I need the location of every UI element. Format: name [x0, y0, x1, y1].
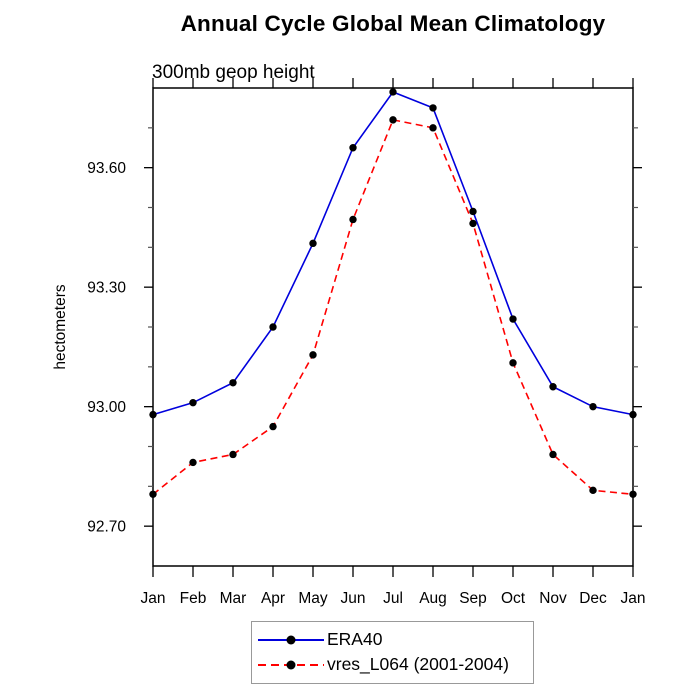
x-tick-label: Jan: [621, 590, 646, 607]
legend-sample-dashed-line: [258, 660, 324, 669]
x-tick-label: Oct: [501, 590, 526, 607]
series-marker-1: [189, 458, 197, 467]
x-tick-label: Sep: [459, 590, 487, 607]
x-tick-label: Feb: [180, 590, 207, 607]
series-marker-0: [189, 398, 197, 407]
series-marker-1: [429, 124, 437, 132]
series-marker-0: [469, 207, 477, 216]
series-marker-0: [389, 88, 397, 96]
series-marker-1: [629, 490, 637, 498]
series-marker-0: [229, 379, 237, 387]
x-tick-label: Jan: [141, 590, 166, 607]
series-marker-0: [149, 410, 157, 419]
legend-row-era40: ERA40: [258, 627, 533, 652]
series-marker-1: [149, 490, 157, 498]
series-marker-1: [309, 351, 317, 359]
marker-dot-icon: [286, 660, 296, 669]
x-tick-label: Apr: [261, 590, 285, 607]
series-marker-1: [549, 450, 557, 459]
legend-box: ERA40 vres_L064 (2001-2004): [251, 621, 534, 684]
series-marker-1: [349, 215, 357, 224]
chart-subtitle: 300mb geop height: [152, 62, 315, 83]
series-marker-0: [349, 144, 357, 152]
legend-sample-solid-line: [258, 635, 324, 644]
series-marker-0: [309, 239, 317, 248]
y-tick-label: 93.00: [87, 399, 126, 416]
series-marker-0: [549, 383, 557, 391]
series-line-0: [152, 91, 634, 416]
x-tick-label: May: [298, 590, 328, 607]
chart-title: Annual Cycle Global Mean Climatology: [180, 11, 606, 36]
y-tick-label: 92.70: [87, 519, 126, 536]
plot-frame: [152, 87, 634, 567]
x-tick-label: Jul: [383, 590, 403, 607]
series-marker-0: [589, 402, 597, 411]
legend-label-era40: ERA40: [327, 629, 383, 649]
legend-row-vres: vres_L064 (2001-2004): [258, 652, 533, 677]
series-marker-1: [589, 486, 597, 495]
series-marker-1: [469, 219, 477, 228]
series-marker-1: [389, 116, 397, 124]
x-tick-label: Aug: [419, 590, 447, 607]
series-marker-1: [509, 359, 517, 367]
series-marker-0: [269, 323, 277, 331]
x-tick-label: Jun: [341, 590, 366, 607]
series-marker-1: [229, 450, 237, 459]
y-tick-label: 93.60: [87, 160, 126, 177]
legend-label-vres: vres_L064 (2001-2004): [327, 654, 509, 674]
series-marker-0: [429, 104, 437, 112]
y-tick-label: 93.30: [87, 280, 126, 297]
series-marker-1: [269, 422, 277, 431]
x-tick-label: Mar: [220, 590, 247, 607]
marker-dot-icon: [286, 635, 296, 644]
series-marker-0: [629, 410, 637, 419]
x-tick-label: Nov: [539, 590, 567, 607]
series-line-1: [152, 118, 634, 496]
series-marker-0: [509, 315, 517, 323]
x-tick-label: Dec: [579, 590, 607, 607]
